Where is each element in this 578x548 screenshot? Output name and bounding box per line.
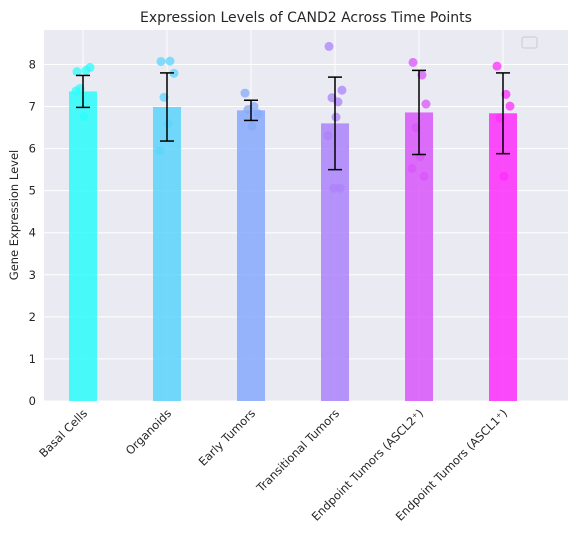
data-point (421, 99, 431, 109)
y-tick-label: 2 (29, 310, 36, 324)
bar (489, 113, 517, 402)
data-point (407, 163, 417, 173)
chart-title: Expression Levels of CAND2 Across Time P… (140, 10, 472, 26)
y-tick-label: 4 (29, 226, 36, 240)
y-tick-label: 7 (29, 100, 36, 114)
bar (153, 106, 181, 401)
x-tick-label: Basal Cells (36, 406, 90, 460)
data-point (499, 171, 509, 181)
data-point (253, 109, 263, 119)
x-tick-label: Organoids (123, 406, 174, 457)
y-tick-label: 1 (29, 352, 36, 366)
data-point (165, 56, 175, 66)
data-point (419, 171, 429, 181)
data-point (492, 61, 502, 71)
bars (69, 91, 517, 402)
data-point (240, 88, 250, 98)
x-tick-label: Early Tumors (196, 406, 258, 468)
data-point (163, 118, 173, 128)
x-tick-label: Transitional Tumors (253, 406, 342, 495)
data-point (331, 112, 341, 122)
data-point (324, 41, 334, 51)
data-point (408, 57, 418, 67)
data-point (85, 62, 95, 72)
legend-box (521, 36, 538, 49)
y-tick-label: 5 (29, 184, 36, 198)
data-point (337, 85, 347, 95)
data-point (505, 101, 515, 111)
data-point (71, 86, 81, 96)
y-tick-label: 6 (29, 142, 36, 156)
y-tick-label: 0 (29, 394, 36, 408)
data-point (415, 152, 425, 162)
x-tick-labels: Basal Cells Organoids Early TumorsTransiti… (36, 406, 510, 523)
data-point (156, 57, 166, 67)
y-axis-label: Gene Expression Level (7, 150, 21, 280)
plot-background (44, 30, 568, 401)
data-point (79, 112, 89, 122)
bar (237, 110, 265, 401)
data-point (247, 121, 257, 131)
data-point (323, 131, 333, 141)
data-point (72, 67, 82, 77)
data-point (155, 146, 165, 156)
y-tick-label: 3 (29, 268, 36, 282)
y-tick-label: 8 (29, 57, 36, 71)
error-bars (76, 69, 510, 171)
bar (69, 91, 97, 402)
data-point (329, 183, 339, 193)
y-tick-labels: 0 1 2 3 4 5 6 7 8 (29, 57, 36, 408)
